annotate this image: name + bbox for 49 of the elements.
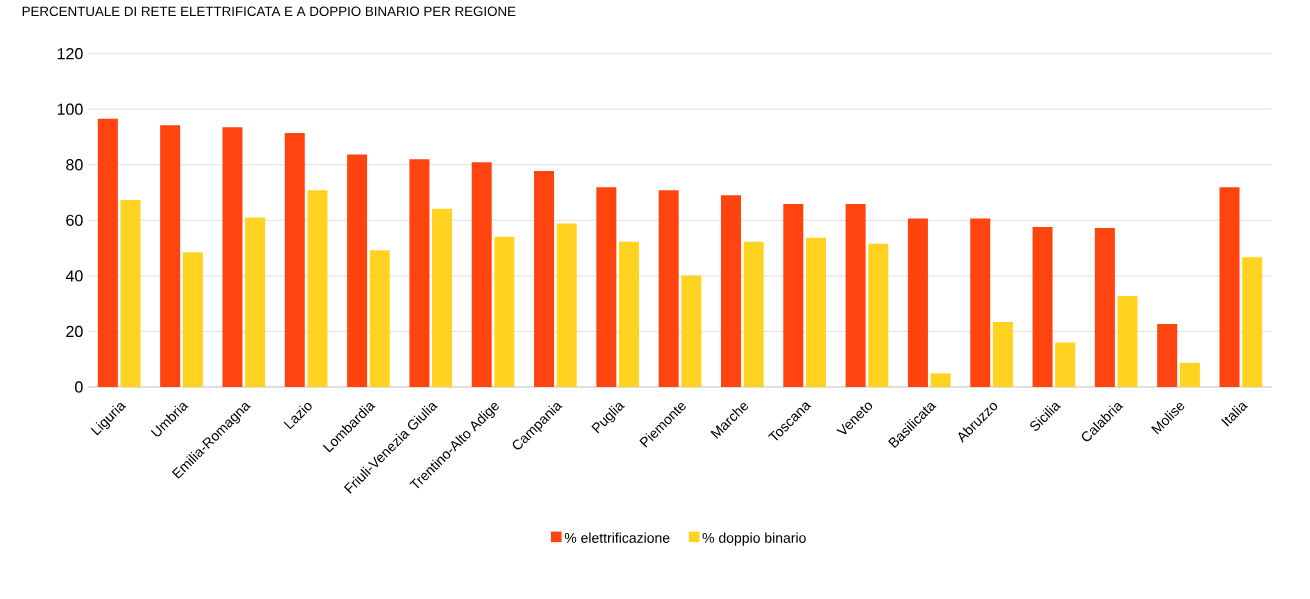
bar bbox=[743, 241, 764, 387]
bar bbox=[1219, 187, 1240, 387]
bar bbox=[120, 200, 141, 387]
bar bbox=[1055, 342, 1076, 387]
bar bbox=[907, 218, 928, 387]
bar bbox=[1032, 226, 1053, 387]
bar bbox=[1117, 295, 1138, 387]
bar bbox=[596, 187, 617, 387]
bar bbox=[970, 218, 991, 387]
bar bbox=[471, 162, 492, 387]
bar bbox=[160, 125, 181, 387]
bar bbox=[307, 190, 328, 387]
bar bbox=[97, 118, 118, 387]
y-tick-label: 20 bbox=[66, 325, 83, 338]
legend-label: % doppio binario bbox=[702, 532, 806, 546]
bar bbox=[783, 203, 804, 387]
bar bbox=[658, 190, 679, 387]
bar bbox=[1179, 362, 1200, 387]
bar bbox=[222, 127, 243, 387]
bar bbox=[868, 243, 889, 387]
bar bbox=[534, 170, 555, 387]
bar bbox=[347, 154, 368, 387]
y-tick-label: 80 bbox=[66, 159, 83, 171]
bar bbox=[494, 236, 515, 387]
legend-label: % elettrificazione bbox=[564, 532, 670, 543]
bar bbox=[284, 133, 305, 387]
x-tick-label: Italia bbox=[1221, 402, 1248, 427]
bar bbox=[845, 203, 866, 387]
y-tick-label: 60 bbox=[66, 214, 83, 226]
bar bbox=[805, 237, 826, 387]
y-tick-label: 100 bbox=[57, 103, 83, 115]
bar bbox=[245, 217, 266, 387]
chart-title: PERCENTUALE DI RETE ELETTRIFICATA E A DOPPIO BINARIO PER REGIONE bbox=[22, 6, 516, 17]
bar bbox=[681, 275, 702, 387]
bar bbox=[1242, 257, 1263, 387]
bar bbox=[720, 195, 741, 387]
y-tick-label: 120 bbox=[57, 48, 83, 60]
bar bbox=[182, 252, 203, 387]
bar bbox=[409, 159, 430, 387]
bar bbox=[619, 241, 640, 387]
bar bbox=[1094, 228, 1115, 387]
bar bbox=[930, 373, 951, 387]
bar bbox=[369, 250, 390, 387]
bar bbox=[556, 223, 577, 387]
bar bbox=[992, 321, 1013, 387]
bar bbox=[432, 208, 453, 387]
y-tick-label: 0 bbox=[75, 381, 83, 393]
y-tick-label: 40 bbox=[65, 270, 83, 282]
bar bbox=[1157, 323, 1178, 387]
